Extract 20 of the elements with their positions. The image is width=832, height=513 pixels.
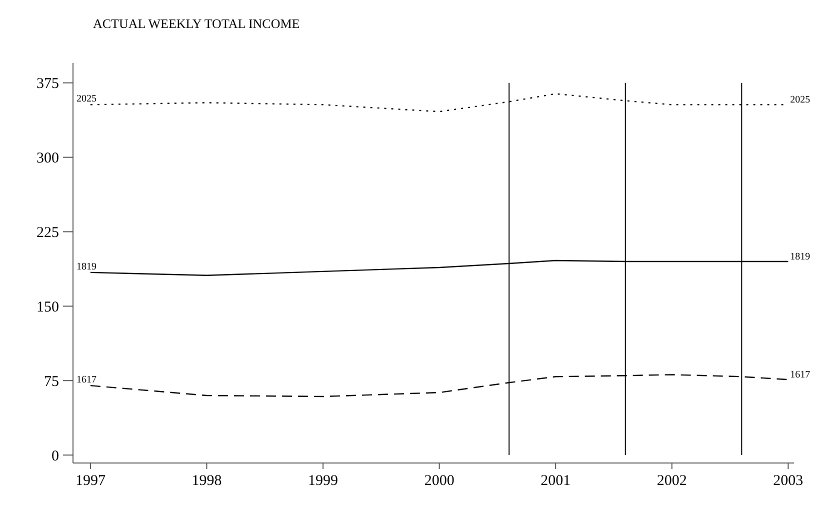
y-tick-label: 300 — [36, 150, 59, 167]
series-label: 1617 — [76, 374, 96, 386]
x-tick-label: 2001 — [540, 473, 571, 489]
x-tick-label: 1999 — [308, 473, 338, 489]
text: 1617 — [790, 370, 810, 381]
text: 1819 — [790, 252, 810, 263]
y-tick-label: 75 — [44, 374, 59, 390]
y-tick-label: 225 — [36, 224, 59, 241]
y-tick-label: 150 — [36, 299, 59, 316]
x-tick-label: 2003 — [773, 473, 804, 489]
x-tick-label: 2000 — [424, 473, 454, 489]
series-label: 2025 — [76, 94, 96, 105]
y-tick-label: 375 — [36, 76, 59, 92]
text: 2025 — [790, 94, 810, 106]
x-tick-label: 1997 — [75, 473, 106, 489]
chart-title: ACTUAL WEEKLY TOTAL INCOME — [93, 16, 300, 31]
y-tick-label: 0 — [52, 448, 59, 464]
x-tick-label: 1998 — [192, 473, 222, 489]
series-label: 1819 — [76, 261, 96, 272]
x-tick-label: 2002 — [656, 473, 687, 489]
